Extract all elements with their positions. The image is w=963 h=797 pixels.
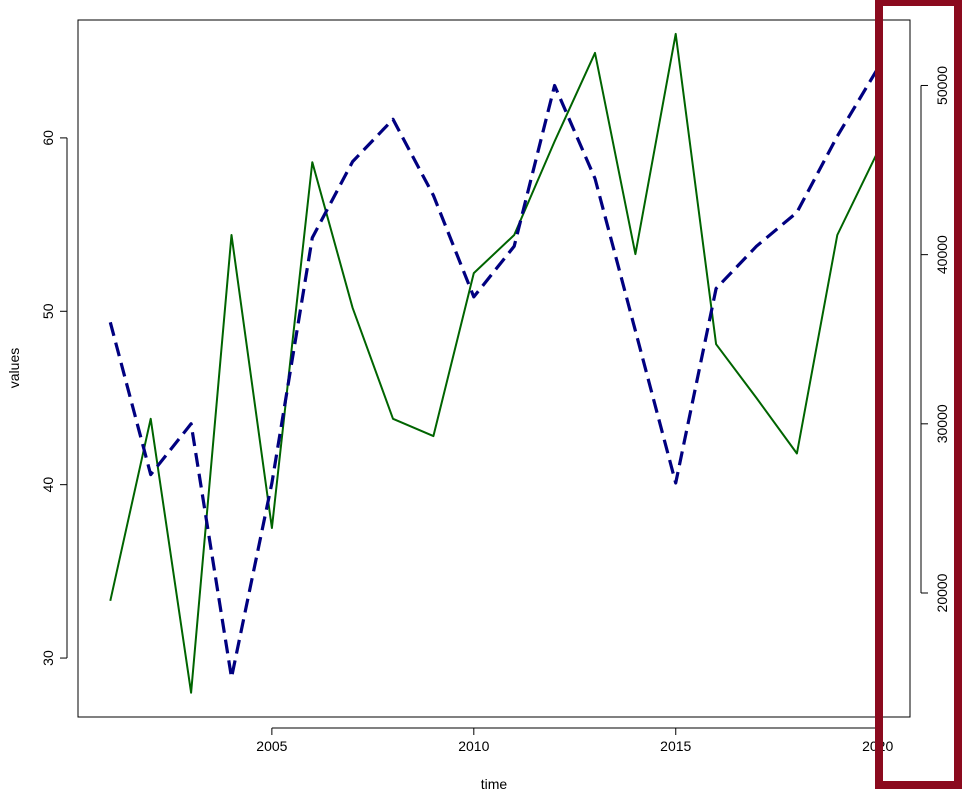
x-axis-label: time [481, 776, 508, 792]
left-tick-label: 50 [40, 303, 56, 319]
x-tick-label: 2005 [256, 738, 287, 754]
left-y-axis: 30 40 50 60 [40, 130, 68, 666]
plot-frame [77, 19, 911, 718]
x-tick-label: 2015 [660, 738, 691, 754]
right-tick-label: 20000 [934, 573, 950, 612]
y-axis-label: values [6, 348, 22, 388]
right-tick-label: 30000 [934, 404, 950, 443]
left-tick-label: 60 [40, 130, 56, 146]
right-y-axis: 20000 30000 40000 50000 [920, 66, 950, 612]
x-tick-label: 2010 [458, 738, 489, 754]
right-tick-label: 50000 [934, 66, 950, 105]
series-layer [108, 32, 880, 694]
right-axis-highlight-box [875, 0, 962, 789]
right-tick-label: 40000 [934, 235, 950, 274]
x-axis: 2005 2010 2015 2020 [256, 727, 893, 754]
solid-series-line [109, 32, 879, 694]
dashed-series-line [108, 67, 880, 680]
left-tick-label: 30 [40, 650, 56, 666]
left-tick-label: 40 [40, 477, 56, 493]
